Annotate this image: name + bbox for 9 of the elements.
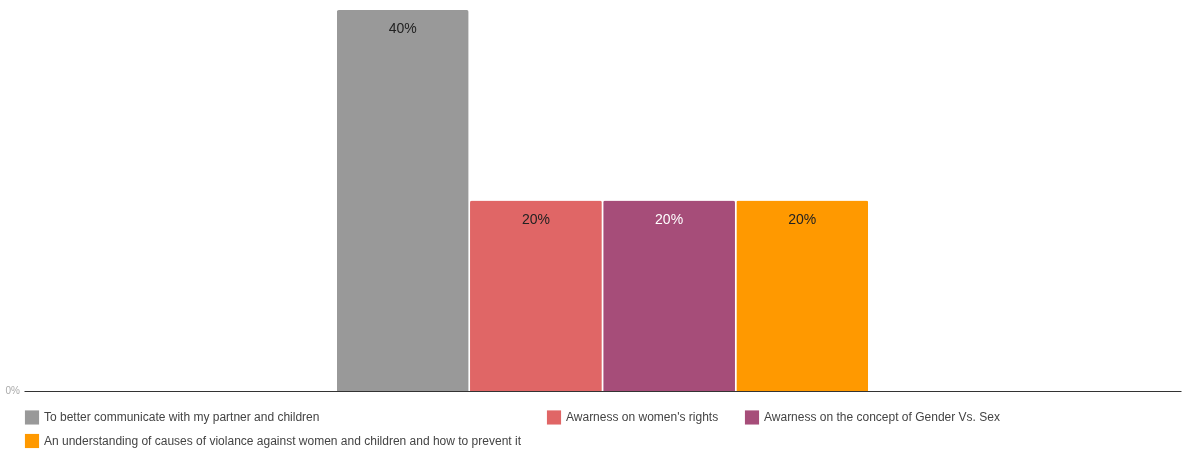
data-label: 40%	[388, 20, 417, 36]
legend-label: To better communicate with my partner and children	[44, 410, 320, 425]
data-label: 20%	[521, 210, 550, 227]
legend-label: Awarness on women's rights	[566, 410, 719, 425]
legend-label: An understanding of causes of violance against women and children and how to prevent it	[44, 434, 522, 448]
legend-label: Awarness on the concept of Gender Vs. Sex	[764, 410, 1000, 425]
data-label: 20%	[655, 210, 684, 227]
text: 0%	[5, 385, 21, 396]
data-label: 20%	[788, 210, 817, 227]
